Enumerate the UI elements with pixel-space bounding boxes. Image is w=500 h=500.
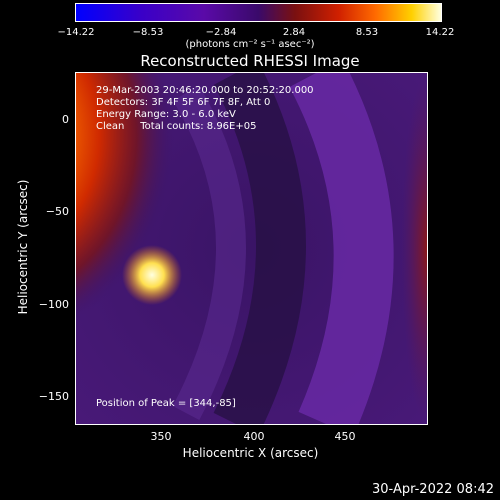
y-tick: −50 bbox=[45, 205, 69, 218]
y-axis-label: Heliocentric Y (arcsec) bbox=[16, 179, 30, 315]
colorbar-tick: −8.53 bbox=[132, 27, 164, 38]
colorbar bbox=[75, 3, 442, 22]
colorbar-tick: 8.53 bbox=[355, 27, 379, 38]
x-tick: 400 bbox=[243, 430, 265, 443]
info-date: 29-Mar-2003 20:46:20.000 to 20:52:20.000 bbox=[96, 85, 314, 96]
x-axis-label: Heliocentric X (arcsec) bbox=[182, 446, 319, 460]
info-peak: Position of Peak = [344,-85] bbox=[96, 398, 236, 409]
y-tick: −100 bbox=[38, 298, 69, 311]
solar-image: 29-Mar-2003 20:46:20.000 to 20:52:20.000… bbox=[75, 72, 428, 425]
colorbar-tick: −14.22 bbox=[57, 27, 95, 38]
x-tick: 350 bbox=[150, 430, 172, 443]
y-tick: −150 bbox=[38, 390, 69, 403]
colorbar-tick: 14.22 bbox=[425, 27, 455, 38]
timestamp: 30-Apr-2022 08:42 bbox=[372, 482, 494, 497]
plot-title: Reconstructed RHESSI Image bbox=[140, 52, 360, 70]
x-tick: 450 bbox=[334, 430, 356, 443]
y-tick: 0 bbox=[62, 113, 69, 126]
colorbar-tick: −2.84 bbox=[205, 27, 237, 38]
info-energy: Energy Range: 3.0 - 6.0 keV bbox=[96, 109, 236, 120]
solar-image-raster bbox=[76, 73, 427, 424]
colorbar-units: (photons cm⁻² s⁻¹ asec⁻²) bbox=[185, 39, 315, 50]
colorbar-tick: 2.84 bbox=[282, 27, 306, 38]
info-detectors: Detectors: 3F 4F 5F 6F 7F 8F, Att 0 bbox=[96, 97, 271, 108]
info-clean: Clean Total counts: 8.96E+05 bbox=[96, 121, 257, 132]
